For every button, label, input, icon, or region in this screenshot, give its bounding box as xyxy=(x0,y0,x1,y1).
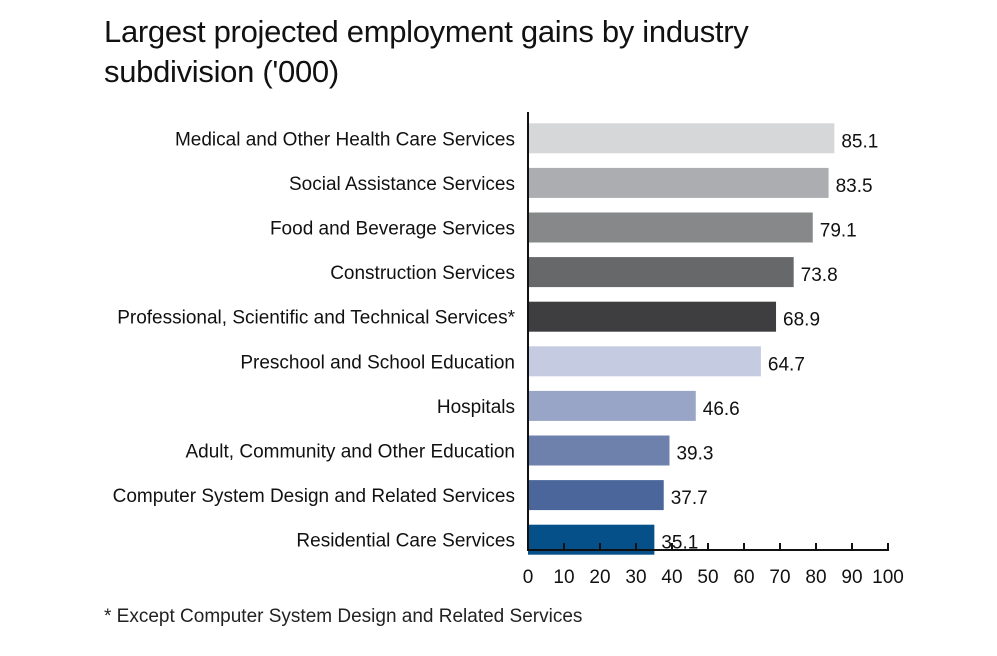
value-label: 64.7 xyxy=(768,354,805,375)
footnote: * Except Computer System Design and Rela… xyxy=(104,606,583,627)
bar xyxy=(528,435,670,466)
category-label: Medical and Other Health Care Services xyxy=(175,129,515,150)
value-label: 35.1 xyxy=(661,533,698,554)
bar xyxy=(528,390,696,421)
chart-title-line-2: subdivision ('000) xyxy=(104,54,339,89)
category-label: Residential Care Services xyxy=(296,531,515,552)
chart-title: Largest projected employment gains by in… xyxy=(104,12,964,92)
bar xyxy=(528,257,794,288)
x-tick-label: 10 xyxy=(553,567,574,588)
category-label: Social Assistance Services xyxy=(289,174,515,195)
category-label: Food and Beverage Services xyxy=(270,219,515,240)
x-axis: 0 10 20 30 40 50 60 70 80 90 100 xyxy=(523,112,904,588)
value-label: 85.1 xyxy=(841,131,878,152)
category-label: Hospitals xyxy=(437,397,515,418)
x-tick-label: 50 xyxy=(697,567,718,588)
x-tick-label: 20 xyxy=(589,567,610,588)
category-label: Computer System Design and Related Servi… xyxy=(113,486,515,507)
value-label: 37.7 xyxy=(671,488,708,509)
x-tick-label: 60 xyxy=(733,567,754,588)
value-label: 79.1 xyxy=(820,221,857,242)
bar xyxy=(528,123,835,154)
value-label: 39.3 xyxy=(676,444,713,465)
value-label: 73.8 xyxy=(801,265,838,286)
bar xyxy=(528,301,777,332)
value-label: 83.5 xyxy=(836,176,873,197)
bars-group: Medical and Other Health Care Services 85… xyxy=(113,123,878,555)
chart-title-line-1: Largest projected employment gains by in… xyxy=(104,14,749,49)
value-label: 68.9 xyxy=(783,310,820,331)
category-label: Preschool and School Education xyxy=(240,352,515,373)
x-tick-label: 30 xyxy=(625,567,646,588)
x-tick-label: 100 xyxy=(872,567,904,588)
x-tick-label: 40 xyxy=(661,567,682,588)
bar xyxy=(528,212,813,243)
bar xyxy=(528,346,761,377)
bar xyxy=(528,480,664,511)
x-tick-label: 70 xyxy=(769,567,790,588)
category-label: Construction Services xyxy=(330,263,515,284)
value-label: 46.6 xyxy=(703,399,740,420)
x-tick-label: 80 xyxy=(805,567,826,588)
x-tick-label: 0 xyxy=(523,567,534,588)
x-tick-label: 90 xyxy=(841,567,862,588)
category-label: Professional, Scientific and Technical S… xyxy=(117,308,515,329)
category-label: Adult, Community and Other Education xyxy=(185,442,515,463)
bar xyxy=(528,167,829,198)
